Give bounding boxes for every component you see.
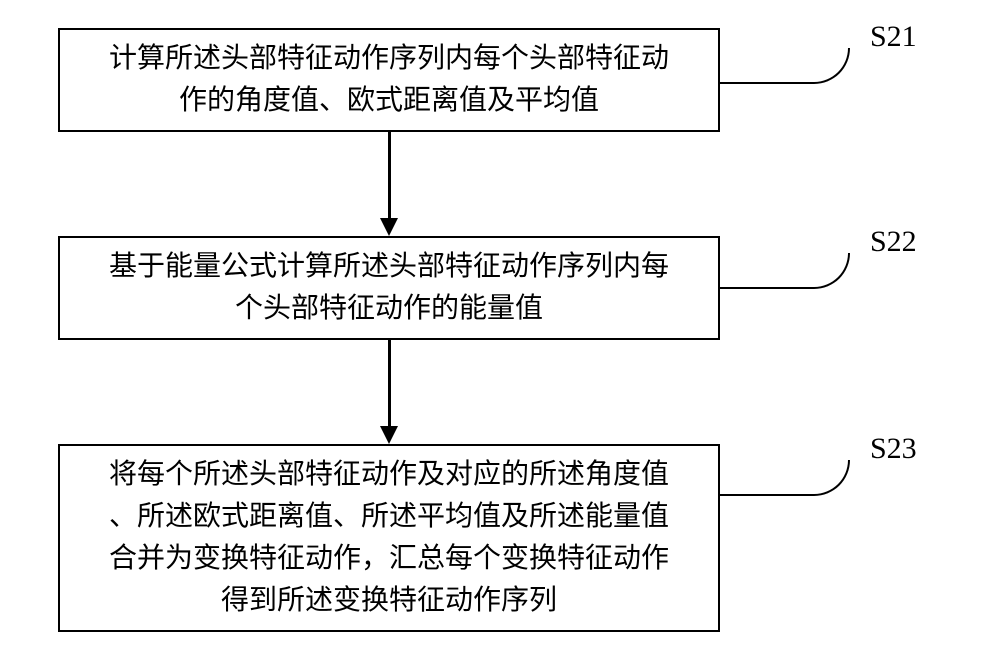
step-box-s23: 将每个所述头部特征动作及对应的所述角度值 、所述欧式距离值、所述平均值及所述能量… [58, 444, 720, 632]
arrow-head-s22-s23 [380, 426, 398, 444]
arrow-head-s21-s22 [380, 218, 398, 236]
step-label-s21: S21 [870, 20, 917, 54]
step-label-s22: S22 [870, 225, 917, 259]
arrow-s21-s22 [388, 132, 391, 218]
arrow-s22-s23 [388, 340, 391, 426]
step-text-s23: 将每个所述头部特征动作及对应的所述角度值 、所述欧式距离值、所述平均值及所述能量… [109, 454, 669, 622]
step-box-s21: 计算所述头部特征动作序列内每个头部特征动 作的角度值、欧式距离值及平均值 [58, 28, 720, 132]
step-label-s23: S23 [870, 432, 917, 466]
step-text-s22: 基于能量公式计算所述头部特征动作序列内每 个头部特征动作的能量值 [109, 246, 669, 330]
step-box-s22: 基于能量公式计算所述头部特征动作序列内每 个头部特征动作的能量值 [58, 236, 720, 340]
step-text-s21: 计算所述头部特征动作序列内每个头部特征动 作的角度值、欧式距离值及平均值 [109, 38, 669, 122]
flowchart-container: 计算所述头部特征动作序列内每个头部特征动 作的角度值、欧式距离值及平均值 S21… [0, 0, 1000, 671]
connector-s23 [720, 460, 850, 496]
connector-s22 [720, 253, 850, 289]
connector-s21 [720, 48, 850, 84]
